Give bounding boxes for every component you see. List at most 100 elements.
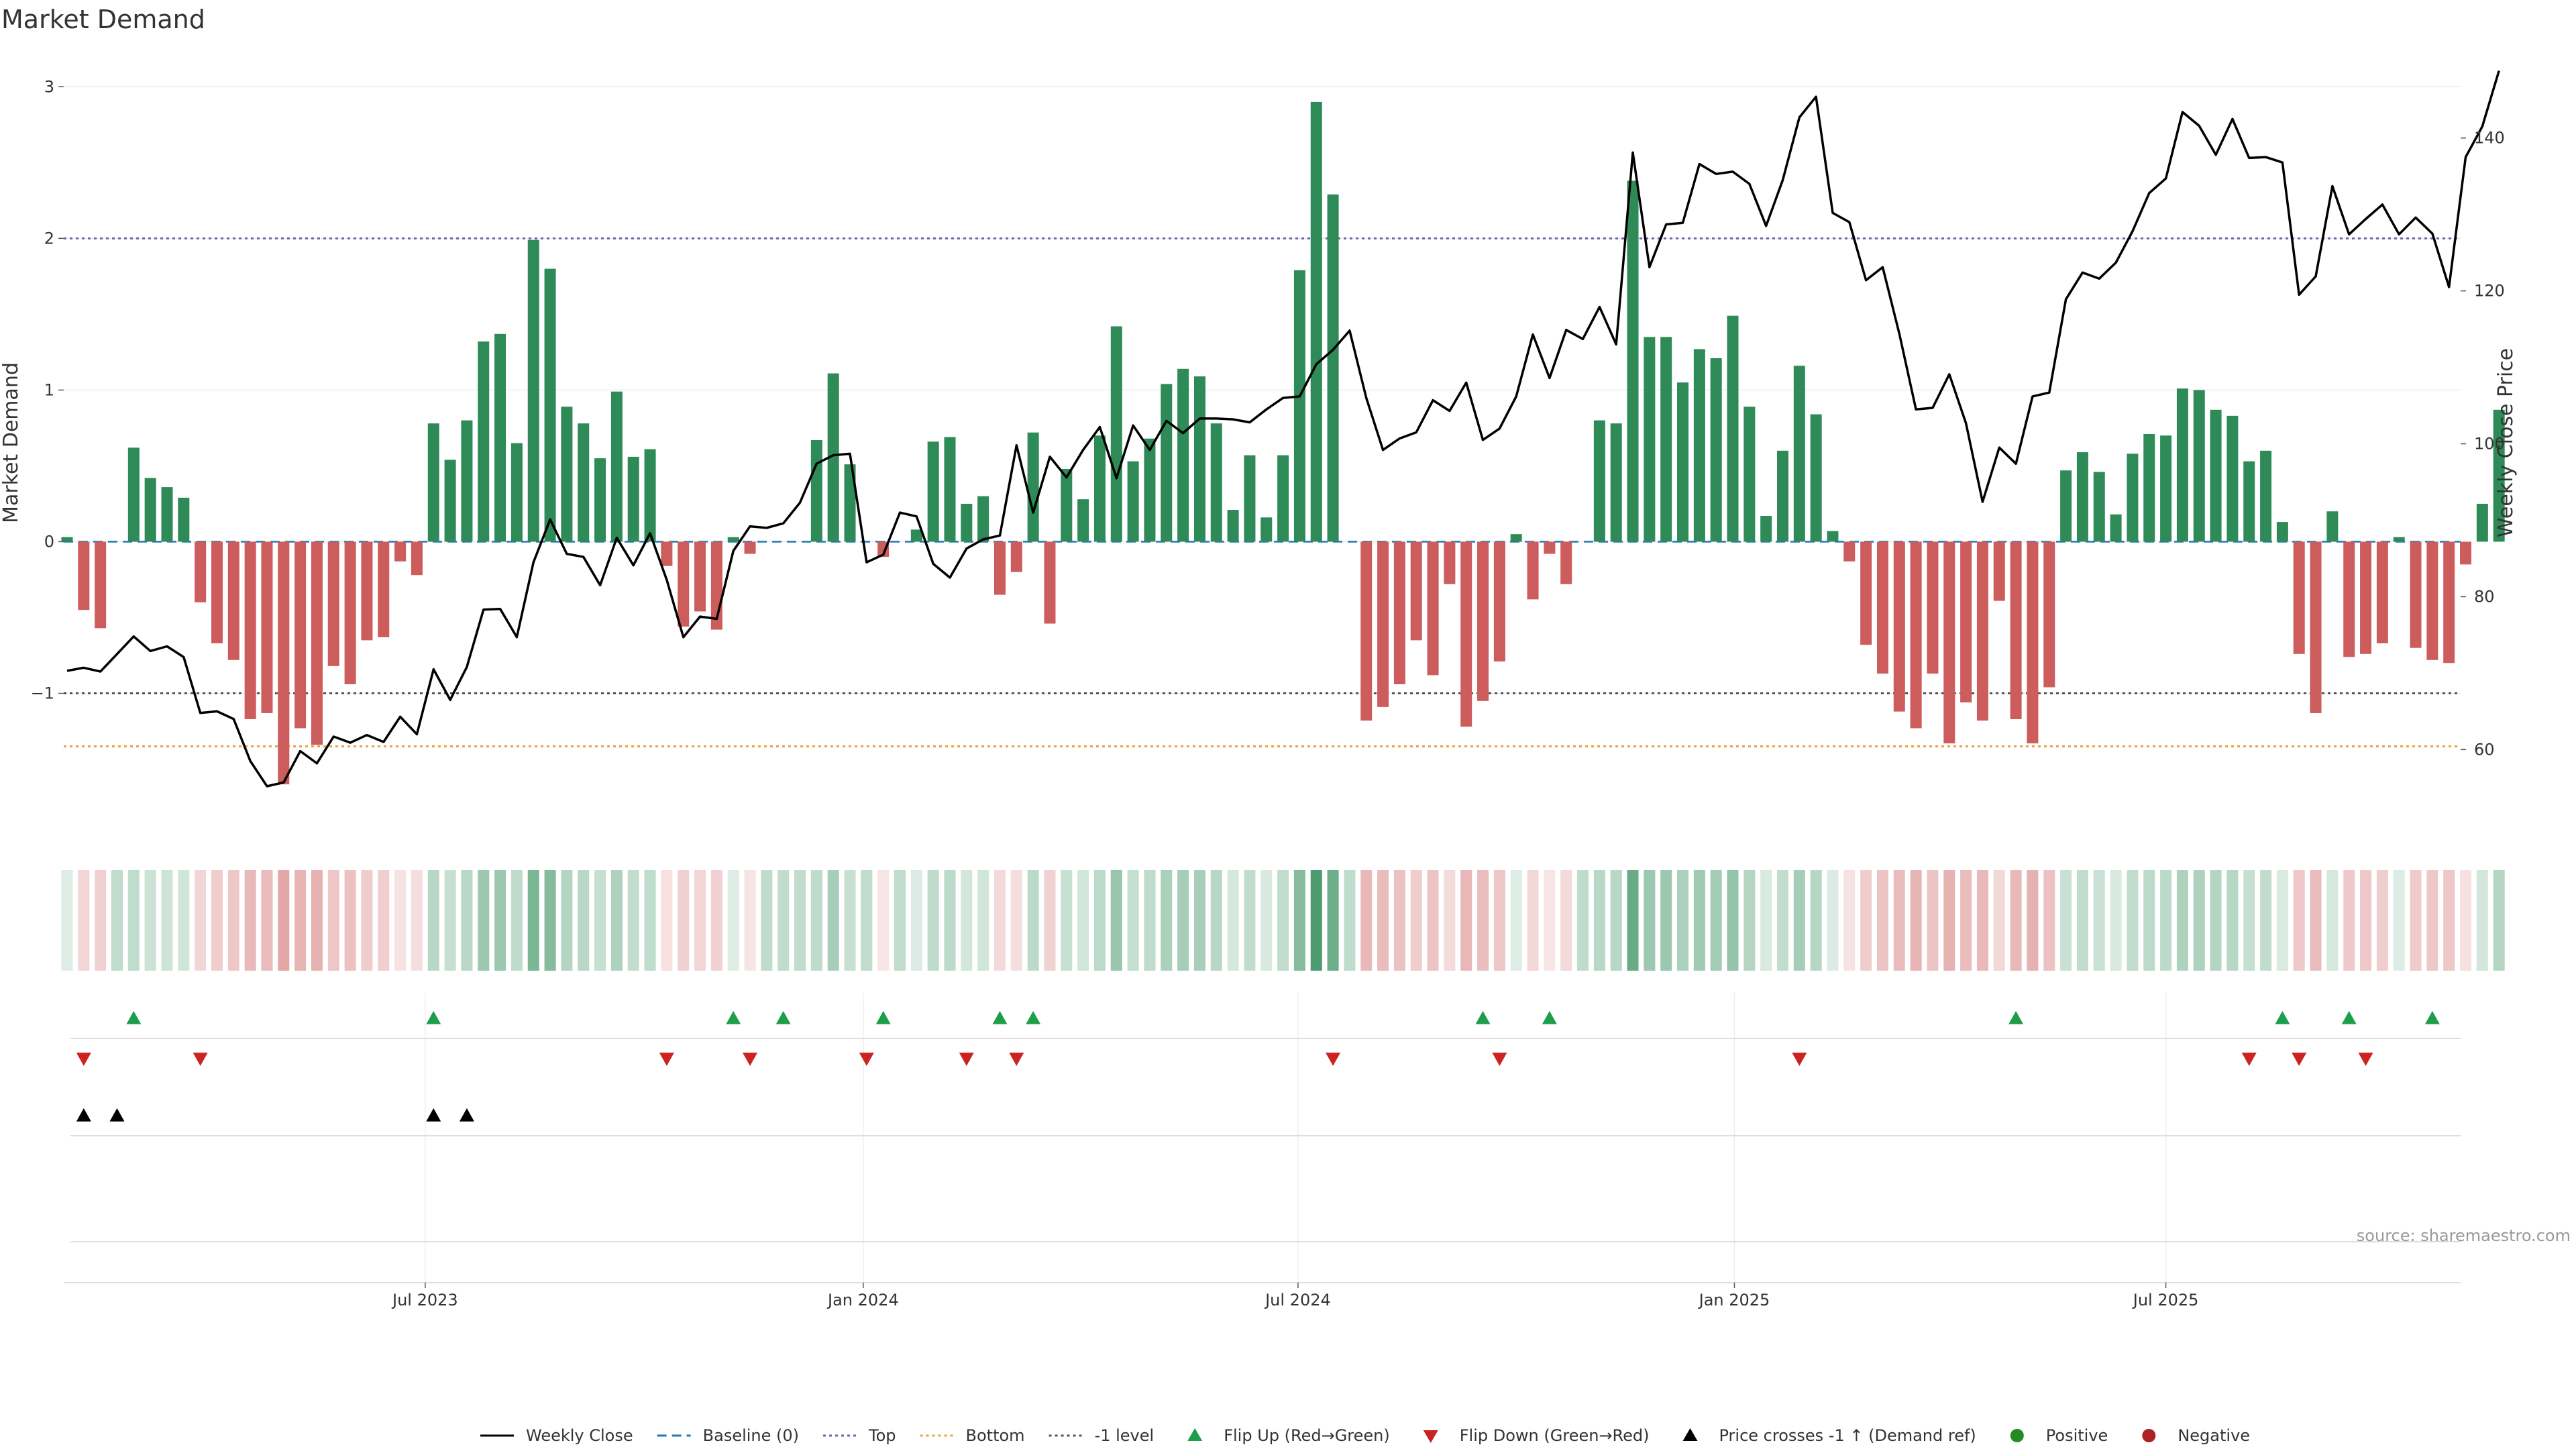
heat-cell xyxy=(1644,870,1656,971)
heat-cell xyxy=(1277,870,1289,971)
heat-cell xyxy=(1444,870,1456,971)
heat-cell xyxy=(1577,870,1589,971)
y-tick-label: −1 xyxy=(31,684,54,703)
heat-cell xyxy=(894,870,906,971)
bar-positive xyxy=(910,529,922,542)
bar-positive xyxy=(1327,194,1339,542)
heat-cell xyxy=(1210,870,1222,971)
bar-positive xyxy=(1260,517,1273,542)
heat-cell xyxy=(1193,870,1205,971)
bar-positive xyxy=(494,333,506,542)
bar-positive xyxy=(1593,420,1605,542)
heat-cell xyxy=(1427,870,1439,971)
heat-cell xyxy=(178,870,190,971)
bar-negative xyxy=(1960,541,1972,703)
bar-negative xyxy=(227,541,239,660)
bar-positive xyxy=(1293,270,1305,542)
bar-negative xyxy=(95,541,107,629)
heat-cell xyxy=(694,870,706,971)
heat-cell xyxy=(727,870,739,971)
bar-negative xyxy=(2010,541,2022,719)
heat-cell xyxy=(2426,870,2438,971)
bar-positive xyxy=(2226,415,2239,542)
bar-positive xyxy=(2127,453,2139,542)
heat-cell xyxy=(1527,870,1539,971)
flip-up-marker xyxy=(2341,1011,2357,1024)
heat-cell xyxy=(1677,870,1689,971)
bar-negative xyxy=(1444,541,1456,584)
bar-positive xyxy=(1093,435,1106,542)
x-tick-label: Jan 2024 xyxy=(826,1291,899,1309)
heat-cell xyxy=(1760,870,1772,971)
y2-axis-label: Weekly Close Price xyxy=(2494,348,2518,537)
bar-negative xyxy=(361,541,373,641)
y2-tick-label: 140 xyxy=(2474,129,2505,148)
bar-positive xyxy=(1710,358,1722,542)
x-tick-label: Jan 2025 xyxy=(1698,1291,1770,1309)
heat-cell xyxy=(1743,870,1756,971)
bar-negative xyxy=(694,541,706,612)
bar-negative xyxy=(378,541,390,637)
heat-cell xyxy=(794,870,806,971)
heat-cell xyxy=(1627,870,1639,971)
legend-label: Weekly Close xyxy=(526,1426,633,1445)
bar-positive xyxy=(2393,537,2405,542)
bar-negative xyxy=(1876,541,1888,674)
heat-cell xyxy=(411,870,423,971)
heat-cell xyxy=(394,870,407,971)
legend-label: Negative xyxy=(2178,1426,2250,1445)
bar-positive xyxy=(1827,531,1839,542)
price-line xyxy=(66,70,2500,788)
heat-cell xyxy=(1061,870,1073,971)
heat-cell xyxy=(844,870,856,971)
heat-cell xyxy=(1810,870,1822,971)
heat-cell xyxy=(261,870,273,971)
heat-cell xyxy=(1943,870,1955,971)
bar-positive xyxy=(1127,461,1139,542)
bar-positive xyxy=(810,440,822,542)
bar-negative xyxy=(1377,541,1389,707)
heat-cell xyxy=(1910,870,1922,971)
legend-label: Flip Up (Red→Green) xyxy=(1224,1426,1390,1445)
heat-cell xyxy=(1493,870,1505,971)
heat-cell xyxy=(327,870,339,971)
legend-label: -1 level xyxy=(1095,1426,1155,1445)
bar-negative xyxy=(1544,541,1556,554)
bar-positive xyxy=(2193,390,2205,542)
heat-cell xyxy=(2360,870,2372,971)
bar-negative xyxy=(1893,541,1905,712)
flip-up-marker xyxy=(2275,1011,2290,1024)
heat-cell xyxy=(211,870,223,971)
heat-cell xyxy=(2127,870,2139,971)
bar-positive xyxy=(127,447,140,542)
heat-cell xyxy=(494,870,506,971)
flip-up-marker xyxy=(126,1011,142,1024)
heat-cell xyxy=(2243,870,2255,971)
bar-positive xyxy=(1227,510,1239,542)
flip-up-marker xyxy=(2008,1011,2024,1024)
price-cross-marker xyxy=(76,1108,91,1122)
bar-negative xyxy=(1493,541,1505,662)
bar-positive xyxy=(478,341,490,542)
heat-cell xyxy=(2276,870,2288,971)
heat-cell xyxy=(294,870,307,971)
heat-cell xyxy=(2376,870,2388,971)
bar-positive xyxy=(2326,511,2339,542)
heat-cell xyxy=(1776,870,1788,971)
heat-cell xyxy=(2143,870,2155,971)
bar-negative xyxy=(2310,541,2322,713)
y-tick-label: 2 xyxy=(44,229,54,248)
heat-cell xyxy=(1544,870,1556,971)
bar-positive xyxy=(827,373,839,542)
bar-positive xyxy=(1310,101,1322,542)
heat-cell xyxy=(1927,870,1939,971)
heat-cell xyxy=(1610,870,1622,971)
axes-layer: 3 2 1 0 −1 140 120 100 80 60 xyxy=(31,77,2505,759)
flip-down-marker xyxy=(193,1053,208,1066)
heat-cell xyxy=(861,870,873,971)
heat-cell xyxy=(1093,870,1106,971)
heat-cell xyxy=(1993,870,2005,971)
heat-cell xyxy=(2060,870,2072,971)
bar-negative xyxy=(211,541,223,643)
heat-cell xyxy=(1843,870,1856,971)
